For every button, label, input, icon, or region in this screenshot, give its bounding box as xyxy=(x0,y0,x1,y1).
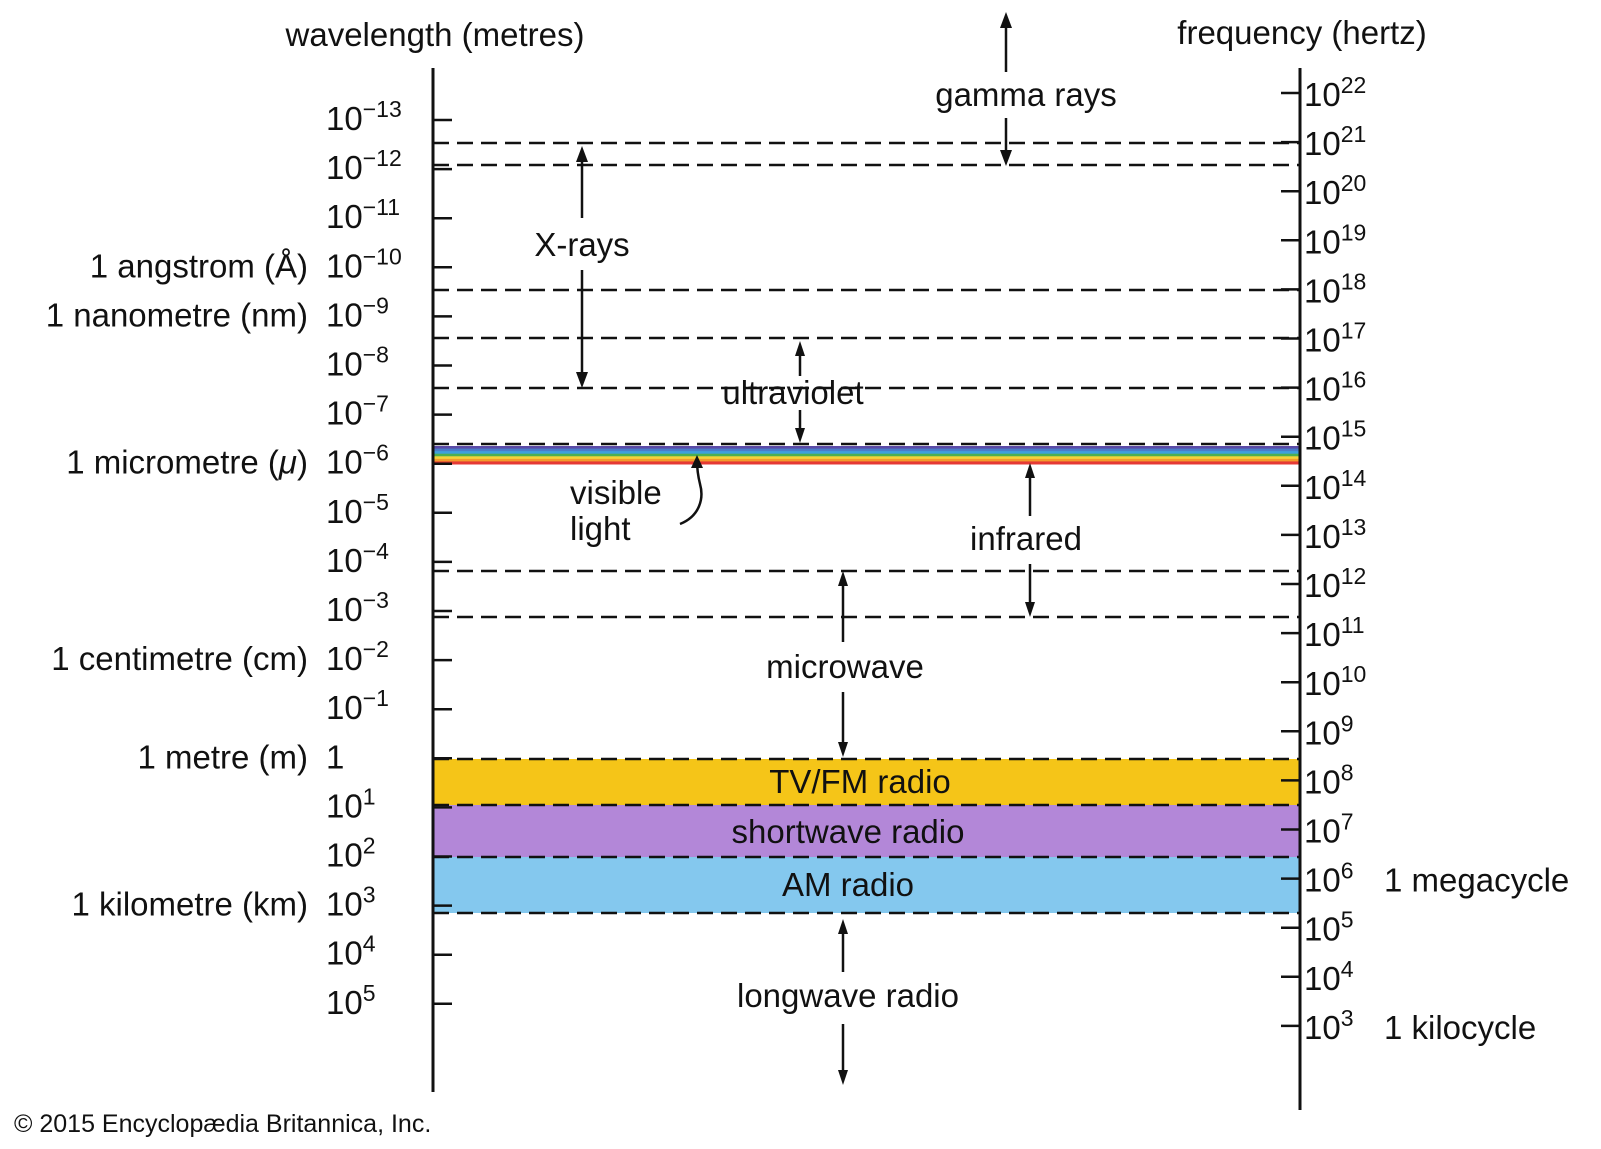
spectrum-band xyxy=(433,456,1300,460)
frequency-tick-label: 1021 xyxy=(1304,121,1366,162)
tv-fm-band xyxy=(433,759,1300,805)
wavelength-tick-label: 105 xyxy=(326,980,376,1021)
frequency-tick-label: 1017 xyxy=(1304,318,1366,359)
frequency-tick-label: 1016 xyxy=(1304,367,1366,408)
wavelength-tick-label: 102 xyxy=(326,833,376,874)
wavelength-tick-label: 10−8 xyxy=(326,342,389,383)
frequency-tick-label: 105 xyxy=(1304,907,1354,948)
frequency-tick-label: 106 xyxy=(1304,858,1354,899)
wavelength-tick-label: 10−7 xyxy=(326,391,389,432)
wavelength-tick-label: 10−2 xyxy=(326,636,389,677)
spectrum-band xyxy=(433,458,1300,462)
frequency-tick-label: 108 xyxy=(1304,759,1354,800)
region-boundaries xyxy=(433,141,1300,915)
visible-light-pointer xyxy=(679,459,703,526)
label-light: light xyxy=(570,510,631,547)
region-arrows xyxy=(576,12,1035,1085)
spectrum-band xyxy=(433,446,1300,450)
label-ultraviolet: ultraviolet xyxy=(722,374,863,411)
shortwave-band xyxy=(433,805,1300,857)
spectrum-band xyxy=(433,448,1300,452)
label-infrared: infrared xyxy=(970,520,1082,557)
arrowhead xyxy=(1025,463,1035,478)
frequency-tick-label: 1014 xyxy=(1304,465,1367,506)
wavelength-unit-label: 1 centimetre (cm) xyxy=(51,640,308,677)
spectrum-band xyxy=(433,453,1300,457)
arrowhead xyxy=(838,919,848,934)
wavelength-tick-label: 10−4 xyxy=(326,538,389,579)
frequency-tick-label: 103 xyxy=(1304,1005,1354,1046)
frequency-tick-label: 1019 xyxy=(1304,219,1366,260)
frequency-tick-label: 1018 xyxy=(1304,268,1366,309)
frequency-tick-label: 1013 xyxy=(1304,514,1366,555)
wavelength-tick-label: 10−10 xyxy=(326,243,402,284)
arrowhead xyxy=(838,1070,848,1085)
wavelength-unit-label: 1 kilometre (km) xyxy=(71,886,308,923)
wavelength-tick-label: 10−9 xyxy=(326,292,389,333)
label-tv-fm-radio: TV/FM radio xyxy=(769,763,951,800)
wavelength-tick-label: 1 xyxy=(326,738,344,775)
arrowhead xyxy=(838,571,848,586)
wavelength-tick-label: 103 xyxy=(326,882,376,923)
wavelength-unit-label: 1 angstrom (Å) xyxy=(90,247,308,284)
arrowhead xyxy=(1025,602,1035,617)
wavelength-tick-label: 10−11 xyxy=(326,194,400,235)
frequency-tick-label: 107 xyxy=(1304,809,1354,850)
frequency-tick-label: 1015 xyxy=(1304,416,1366,457)
copyright-notice: © 2015 Encyclopædia Britannica, Inc. xyxy=(14,1110,431,1138)
spectrum-band xyxy=(433,451,1300,455)
visible-spectrum-stripe xyxy=(433,446,1300,465)
label-longwave-radio: longwave radio xyxy=(737,977,959,1014)
wavelength-tick-label: 10−13 xyxy=(326,96,402,137)
arrowhead xyxy=(795,428,805,443)
arrowhead xyxy=(576,146,588,162)
wavelength-unit-label: 1 metre (m) xyxy=(137,738,308,775)
wavelength-unit-label: 1 nanometre (nm) xyxy=(46,296,308,333)
arrowhead xyxy=(838,742,848,757)
frequency-ticks: 1022 1021 1020 1019 1018 1017 1016 1015 1014 1013… xyxy=(1281,72,1569,1046)
frequency-unit-label: 1 megacycle xyxy=(1384,862,1569,899)
frequency-tick-label: 1010 xyxy=(1304,661,1366,702)
wavelength-unit-label: 1 micrometre (μ) xyxy=(66,444,308,481)
frequency-tick-label: 1011 xyxy=(1304,612,1365,653)
frequency-tick-label: 1012 xyxy=(1304,563,1366,604)
label-am-radio: AM radio xyxy=(782,866,914,903)
label-x-rays: X-rays xyxy=(534,226,629,263)
frequency-unit-label: 1 kilocycle xyxy=(1384,1009,1536,1046)
arrowhead xyxy=(1000,150,1012,166)
arrowhead xyxy=(795,341,805,356)
label-gamma-rays: gamma rays xyxy=(935,76,1117,113)
wavelength-tick-label: 101 xyxy=(326,783,376,824)
wavelength-tick-label: 10−12 xyxy=(326,145,402,186)
wavelength-axis-title: wavelength (metres) xyxy=(285,16,585,53)
wavelength-tick-label: 10−1 xyxy=(326,685,389,726)
label-visible: visible xyxy=(570,474,662,511)
spectrum-band xyxy=(433,461,1300,465)
arrowhead xyxy=(1000,12,1012,28)
label-microwave: microwave xyxy=(766,648,924,685)
wavelength-tick-label: 10−5 xyxy=(326,489,389,530)
frequency-tick-label: 1020 xyxy=(1304,170,1366,211)
arrowhead xyxy=(691,455,703,468)
frequency-axis-title: frequency (hertz) xyxy=(1177,14,1426,51)
wavelength-tick-label: 104 xyxy=(326,931,376,972)
am-band xyxy=(433,857,1300,913)
arrowhead xyxy=(576,372,588,388)
frequency-tick-label: 109 xyxy=(1304,710,1354,751)
frequency-tick-label: 104 xyxy=(1304,956,1354,997)
frequency-tick-label: 1022 xyxy=(1304,72,1366,113)
label-shortwave-radio: shortwave radio xyxy=(732,813,965,850)
wavelength-tick-label: 10−6 xyxy=(326,440,389,481)
wavelength-tick-label: 10−3 xyxy=(326,587,389,628)
